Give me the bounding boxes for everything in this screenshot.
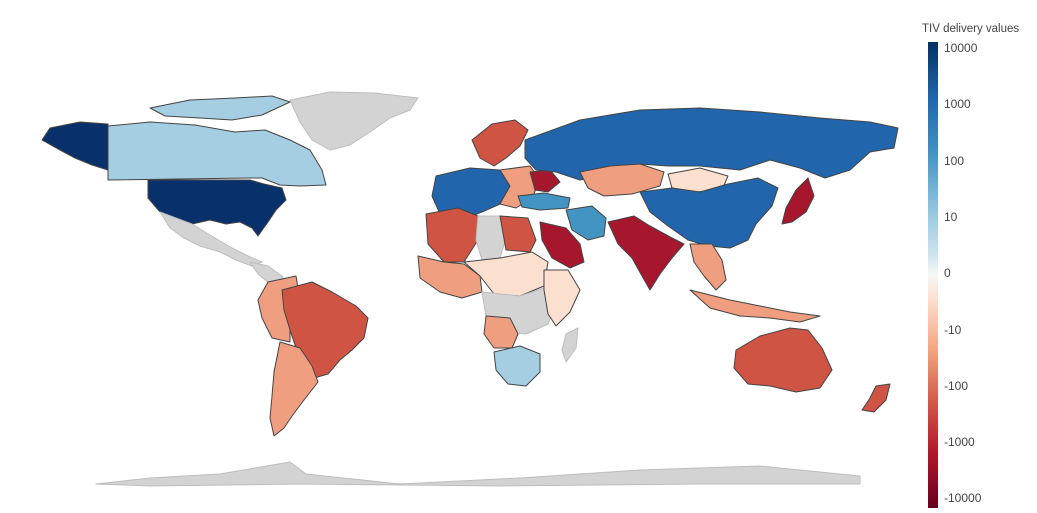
- colorbar-tick-label: 0: [944, 266, 951, 281]
- region-turkey[interactable]: [517, 192, 571, 211]
- region-japan[interactable]: [781, 177, 815, 225]
- legend-title: TIV delivery values: [922, 23, 1020, 35]
- region-china[interactable]: [639, 177, 779, 249]
- colorbar-tick-label: 10: [944, 209, 958, 224]
- colorbar: [928, 42, 938, 508]
- region-kazakhstan[interactable]: [579, 163, 665, 197]
- region-western-europe[interactable]: [431, 167, 511, 221]
- colorbar-tick-label: -1000: [944, 435, 975, 450]
- region-canada[interactable]: [107, 121, 327, 187]
- region-indonesia[interactable]: [689, 289, 821, 323]
- region-alaska[interactable]: [41, 121, 109, 171]
- colorbar-tick-label: -10000: [944, 491, 982, 506]
- colorbar-tick-label: 10000: [944, 41, 978, 55]
- region-greenland[interactable]: [289, 91, 419, 151]
- region-egypt[interactable]: [499, 215, 537, 253]
- region-antarctica[interactable]: [95, 461, 861, 487]
- region-ukraine[interactable]: [529, 169, 561, 193]
- colorbar-tick-label: -10: [944, 322, 962, 337]
- region-south-africa[interactable]: [493, 345, 541, 387]
- region-madagascar[interactable]: [561, 327, 579, 363]
- region-united-states[interactable]: [147, 179, 287, 237]
- region-iran[interactable]: [565, 205, 607, 241]
- region-east-africa[interactable]: [543, 269, 581, 327]
- region-mexico[interactable]: [159, 211, 263, 267]
- region-scandinavia[interactable]: [471, 119, 529, 167]
- region-saudi-arabia[interactable]: [539, 221, 585, 269]
- region-argentina[interactable]: [269, 341, 319, 437]
- colorbar-tick-label: 1000: [944, 97, 971, 112]
- colorbar-tick-label: -100: [944, 378, 969, 393]
- region-algeria[interactable]: [425, 207, 479, 263]
- region-russia[interactable]: [524, 107, 899, 181]
- region-southeast-asia[interactable]: [689, 243, 727, 291]
- region-australia[interactable]: [733, 327, 833, 393]
- colorbar-tick-label: 100: [944, 153, 965, 168]
- region-canadian-arctic-islands[interactable]: [149, 95, 291, 121]
- region-new-zealand[interactable]: [861, 383, 891, 413]
- region-india[interactable]: [607, 215, 685, 291]
